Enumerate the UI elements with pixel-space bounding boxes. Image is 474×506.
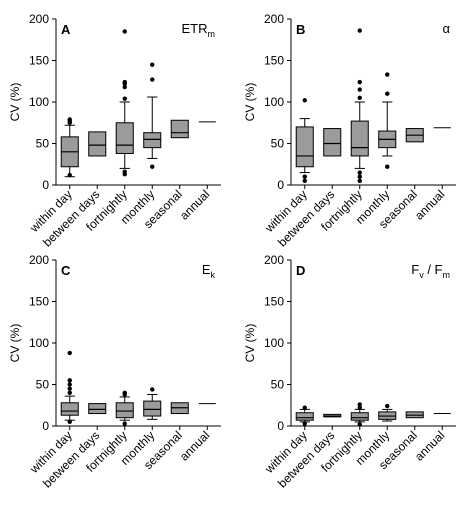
box bbox=[295, 126, 314, 168]
outlier-point bbox=[357, 174, 362, 179]
panel-title: Ek bbox=[202, 262, 216, 280]
y-tick-label: 200 bbox=[264, 253, 284, 267]
box bbox=[143, 132, 162, 149]
outlier-point bbox=[122, 169, 127, 174]
outlier-point bbox=[357, 178, 362, 184]
outlier-point bbox=[302, 178, 307, 184]
box bbox=[143, 400, 162, 417]
y-tick-label: 50 bbox=[271, 137, 285, 151]
outlier-point bbox=[357, 79, 362, 85]
y-tick-label: 150 bbox=[264, 295, 284, 309]
y-tick-label: 100 bbox=[29, 95, 49, 109]
box bbox=[323, 128, 342, 157]
outlier-point bbox=[67, 350, 72, 356]
y-tick-label: 200 bbox=[29, 253, 49, 267]
outlier-point bbox=[150, 387, 155, 392]
y-tick-label: 150 bbox=[264, 54, 284, 68]
outlier-point bbox=[150, 62, 155, 67]
x-tick-label: annual bbox=[177, 187, 212, 222]
outlier-point bbox=[122, 84, 127, 90]
x-tick-label: annual bbox=[412, 187, 447, 222]
outlier-point bbox=[67, 382, 72, 387]
outlier-point bbox=[67, 419, 72, 425]
outlier-point bbox=[357, 422, 362, 427]
outlier-point bbox=[67, 390, 72, 395]
x-tick-label: annual bbox=[412, 428, 447, 463]
y-tick-label: 100 bbox=[264, 336, 284, 350]
y-axis-label: CV (%) bbox=[243, 324, 257, 363]
y-tick-label: 0 bbox=[42, 178, 49, 192]
outlier-point bbox=[67, 386, 72, 391]
y-tick-label: 50 bbox=[36, 137, 50, 151]
outlier-point bbox=[122, 421, 127, 426]
panel-title: Fv / Fm bbox=[411, 262, 450, 280]
y-tick-label: 50 bbox=[36, 378, 50, 392]
y-axis-label: CV (%) bbox=[243, 83, 257, 122]
outlier-point bbox=[67, 117, 72, 122]
outlier-point bbox=[357, 87, 362, 92]
box bbox=[350, 120, 369, 157]
outlier-point bbox=[385, 164, 390, 169]
outlier-point bbox=[150, 77, 155, 82]
box bbox=[88, 131, 107, 157]
panel-title: ETRm bbox=[182, 21, 216, 39]
outlier-point bbox=[385, 72, 390, 77]
outlier-point bbox=[385, 403, 390, 409]
y-tick-label: 0 bbox=[277, 178, 284, 192]
outlier-point bbox=[122, 29, 127, 34]
outlier-point bbox=[302, 174, 307, 179]
box bbox=[295, 412, 314, 421]
panel-label: C bbox=[61, 263, 71, 278]
y-tick-label: 50 bbox=[271, 378, 285, 392]
y-tick-label: 200 bbox=[264, 12, 284, 26]
panel-label: A bbox=[61, 22, 71, 37]
y-axis-label: CV (%) bbox=[8, 83, 22, 122]
x-tick-label: annual bbox=[177, 428, 212, 463]
outlier-point bbox=[67, 378, 72, 383]
outlier-point bbox=[357, 170, 362, 175]
y-tick-label: 150 bbox=[29, 295, 49, 309]
panel-title: α bbox=[442, 21, 450, 36]
box bbox=[60, 402, 79, 416]
y-tick-label: 200 bbox=[29, 12, 49, 26]
box bbox=[170, 119, 189, 139]
panel-label: B bbox=[296, 22, 305, 37]
y-tick-label: 100 bbox=[264, 95, 284, 109]
y-axis-label: CV (%) bbox=[8, 324, 22, 363]
outlier-point bbox=[302, 98, 307, 103]
outlier-point bbox=[122, 96, 127, 101]
outlier-point bbox=[122, 79, 127, 85]
y-tick-label: 0 bbox=[42, 419, 49, 433]
outlier-point bbox=[67, 172, 72, 178]
outlier-point bbox=[357, 405, 362, 410]
outlier-point bbox=[122, 390, 127, 395]
panel-label: D bbox=[296, 263, 305, 278]
outlier-point bbox=[302, 405, 307, 410]
y-tick-label: 0 bbox=[277, 419, 284, 433]
y-tick-label: 100 bbox=[29, 336, 49, 350]
outlier-point bbox=[302, 421, 307, 426]
outlier-point bbox=[150, 164, 155, 169]
box bbox=[115, 402, 134, 419]
outlier-point bbox=[357, 95, 362, 101]
box bbox=[88, 403, 107, 415]
outlier-point bbox=[385, 91, 390, 96]
box bbox=[350, 412, 369, 421]
outlier-point bbox=[357, 402, 362, 407]
box bbox=[115, 122, 134, 154]
y-tick-label: 150 bbox=[29, 54, 49, 68]
outlier-point bbox=[357, 28, 362, 33]
